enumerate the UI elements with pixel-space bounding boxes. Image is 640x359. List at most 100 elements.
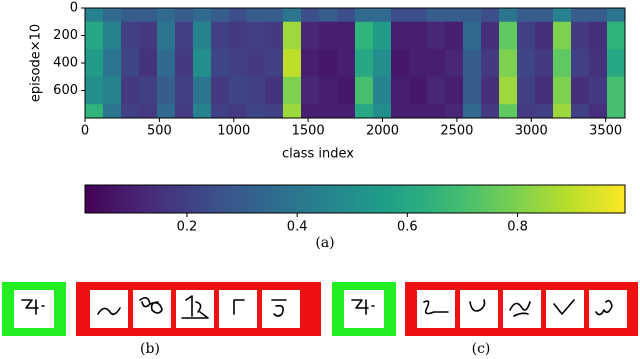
heat-cell [175, 21, 194, 50]
heat-cell [193, 8, 212, 23]
image [344, 290, 384, 328]
heat-cell [265, 49, 284, 78]
image [219, 290, 257, 328]
panel-label: (b) [140, 341, 160, 357]
heat-cell [85, 76, 104, 105]
heat-cell [373, 8, 392, 23]
support-images-b [2, 282, 321, 336]
heat-cell [463, 49, 482, 78]
heat-cell [157, 49, 176, 78]
heat-cell [571, 49, 590, 78]
heat-cell [463, 76, 482, 105]
heat-cell [121, 104, 140, 119]
heat-cell [319, 21, 338, 50]
heat-cell [319, 76, 338, 105]
heat-cell [481, 104, 500, 119]
heat-cell [301, 104, 320, 119]
image [14, 290, 54, 328]
heat-cell [391, 21, 410, 50]
heat-cell [211, 104, 230, 119]
heat-cell [409, 49, 428, 78]
heat-cell [445, 8, 464, 23]
glyph [469, 299, 486, 312]
heat-cell [607, 21, 626, 50]
heat-cell [211, 21, 230, 50]
heat-cell [139, 8, 158, 23]
heat-cell [607, 8, 626, 23]
heat-cell [481, 49, 500, 78]
heat-cell [337, 49, 356, 78]
heat-cell [571, 76, 590, 105]
heat-cell [283, 21, 302, 50]
heat-cell [175, 49, 194, 78]
heat-cell [427, 49, 446, 78]
y-tick-label: 400 [53, 56, 78, 71]
heat-cell [265, 8, 284, 23]
heat-cell [535, 8, 554, 23]
heat-cell [283, 76, 302, 105]
heat-cell [499, 21, 518, 50]
heat-cell [391, 49, 410, 78]
heat-cell [589, 8, 608, 23]
heat-cell [337, 76, 356, 105]
image [262, 290, 300, 328]
heat-cell [175, 8, 194, 23]
heat-cell [301, 21, 320, 50]
heat-cell [445, 49, 464, 78]
x-tick-label: 500 [147, 124, 172, 139]
x-tick-label: 2000 [366, 124, 399, 139]
y-tick-label: 0 [70, 1, 78, 16]
heat-cell [265, 21, 284, 50]
heat-cell [553, 76, 572, 105]
heatmap [85, 8, 626, 119]
heat-cell [85, 104, 104, 119]
heat-cell [409, 21, 428, 50]
heat-cell [517, 21, 536, 50]
heat-cell [571, 104, 590, 119]
image [546, 290, 584, 328]
heat-cell [607, 49, 626, 78]
x-tick-label: 1500 [292, 124, 325, 139]
glyph [553, 299, 575, 315]
image [176, 290, 214, 328]
image [90, 290, 128, 328]
heat-cell [427, 8, 446, 23]
heat-cell [175, 104, 194, 119]
heat-cell [355, 104, 374, 119]
heat-cell [211, 76, 230, 105]
heat-cell [85, 8, 104, 23]
heat-cell [265, 104, 284, 119]
heat-cell [319, 104, 338, 119]
heat-cell [157, 76, 176, 105]
heat-cell [211, 8, 230, 23]
heat-cell [373, 104, 392, 119]
glyph [233, 299, 245, 315]
heat-cell [517, 104, 536, 119]
heat-cell [355, 76, 374, 105]
heat-cell [535, 104, 554, 119]
heat-cell [157, 8, 176, 23]
heat-cell [283, 104, 302, 119]
y-axis-label: episode×10 [29, 24, 44, 102]
heat-cell [517, 49, 536, 78]
x-tick-label: 3500 [589, 124, 622, 139]
colorbar-tick-label: 0.6 [397, 220, 418, 235]
heat-cell [355, 21, 374, 50]
heat-cell [553, 49, 572, 78]
heat-cell [139, 21, 158, 50]
heat-cell [337, 21, 356, 50]
heat-cell [103, 76, 122, 105]
heat-cell [139, 76, 158, 105]
heat-cell [103, 21, 122, 50]
glyph [97, 307, 121, 316]
x-axis-label: class index [282, 147, 354, 162]
heat-cell [229, 76, 248, 105]
heat-cell [589, 49, 608, 78]
heat-cell [247, 8, 266, 23]
glyph [21, 299, 45, 315]
colorbar-tick-label: 0.8 [507, 220, 528, 235]
heat-cell [247, 76, 266, 105]
heat-cell [85, 21, 104, 50]
heat-cell [193, 21, 212, 50]
